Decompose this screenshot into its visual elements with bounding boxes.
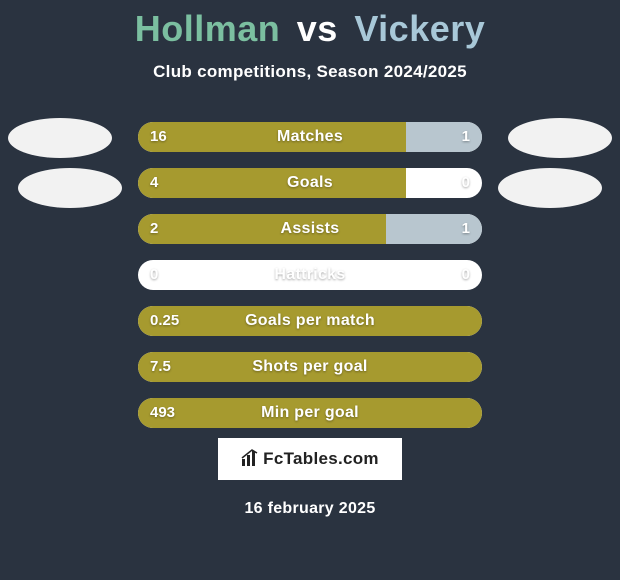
player1-name: Hollman xyxy=(135,8,281,49)
stat-value-left: 16 xyxy=(150,122,167,152)
stat-value-left: 2 xyxy=(150,214,158,244)
stat-value-left: 4 xyxy=(150,168,158,198)
stat-label: Goals xyxy=(138,168,482,198)
stat-value-right: 1 xyxy=(462,122,470,152)
stat-label: Min per goal xyxy=(138,398,482,428)
player2-name: Vickery xyxy=(354,8,485,49)
comparison-title: Hollman vs Vickery xyxy=(0,0,620,50)
stat-row: Goals per match0.25 xyxy=(0,298,620,344)
stat-value-left: 0 xyxy=(150,260,158,290)
stat-label: Goals per match xyxy=(138,306,482,336)
stat-value-right: 1 xyxy=(462,214,470,244)
stat-row: Hattricks0 0 xyxy=(0,252,620,298)
stat-label: Assists xyxy=(138,214,482,244)
chart-icon xyxy=(241,449,259,467)
stat-value-right: 0 xyxy=(462,168,470,198)
stat-row: Min per goal493 xyxy=(0,390,620,436)
watermark-text: FcTables.com xyxy=(263,449,379,468)
stat-row: Matches16 1 xyxy=(0,114,620,160)
stat-value-left: 7.5 xyxy=(150,352,171,382)
stat-value-left: 493 xyxy=(150,398,175,428)
stat-value-left: 0.25 xyxy=(150,306,179,336)
stat-value-right: 0 xyxy=(462,260,470,290)
vs-separator: vs xyxy=(297,8,338,49)
stat-row: Assists2 1 xyxy=(0,206,620,252)
stat-label: Matches xyxy=(138,122,482,152)
stat-row: Goals4 0 xyxy=(0,160,620,206)
subtitle: Club competitions, Season 2024/2025 xyxy=(0,62,620,82)
stat-label: Hattricks xyxy=(138,260,482,290)
stat-rows: Matches161Goals40Assists21Hattricks00Goa… xyxy=(0,114,620,436)
date: 16 february 2025 xyxy=(0,500,620,518)
watermark: FcTables.com xyxy=(218,438,402,480)
stat-label: Shots per goal xyxy=(138,352,482,382)
stat-row: Shots per goal7.5 xyxy=(0,344,620,390)
